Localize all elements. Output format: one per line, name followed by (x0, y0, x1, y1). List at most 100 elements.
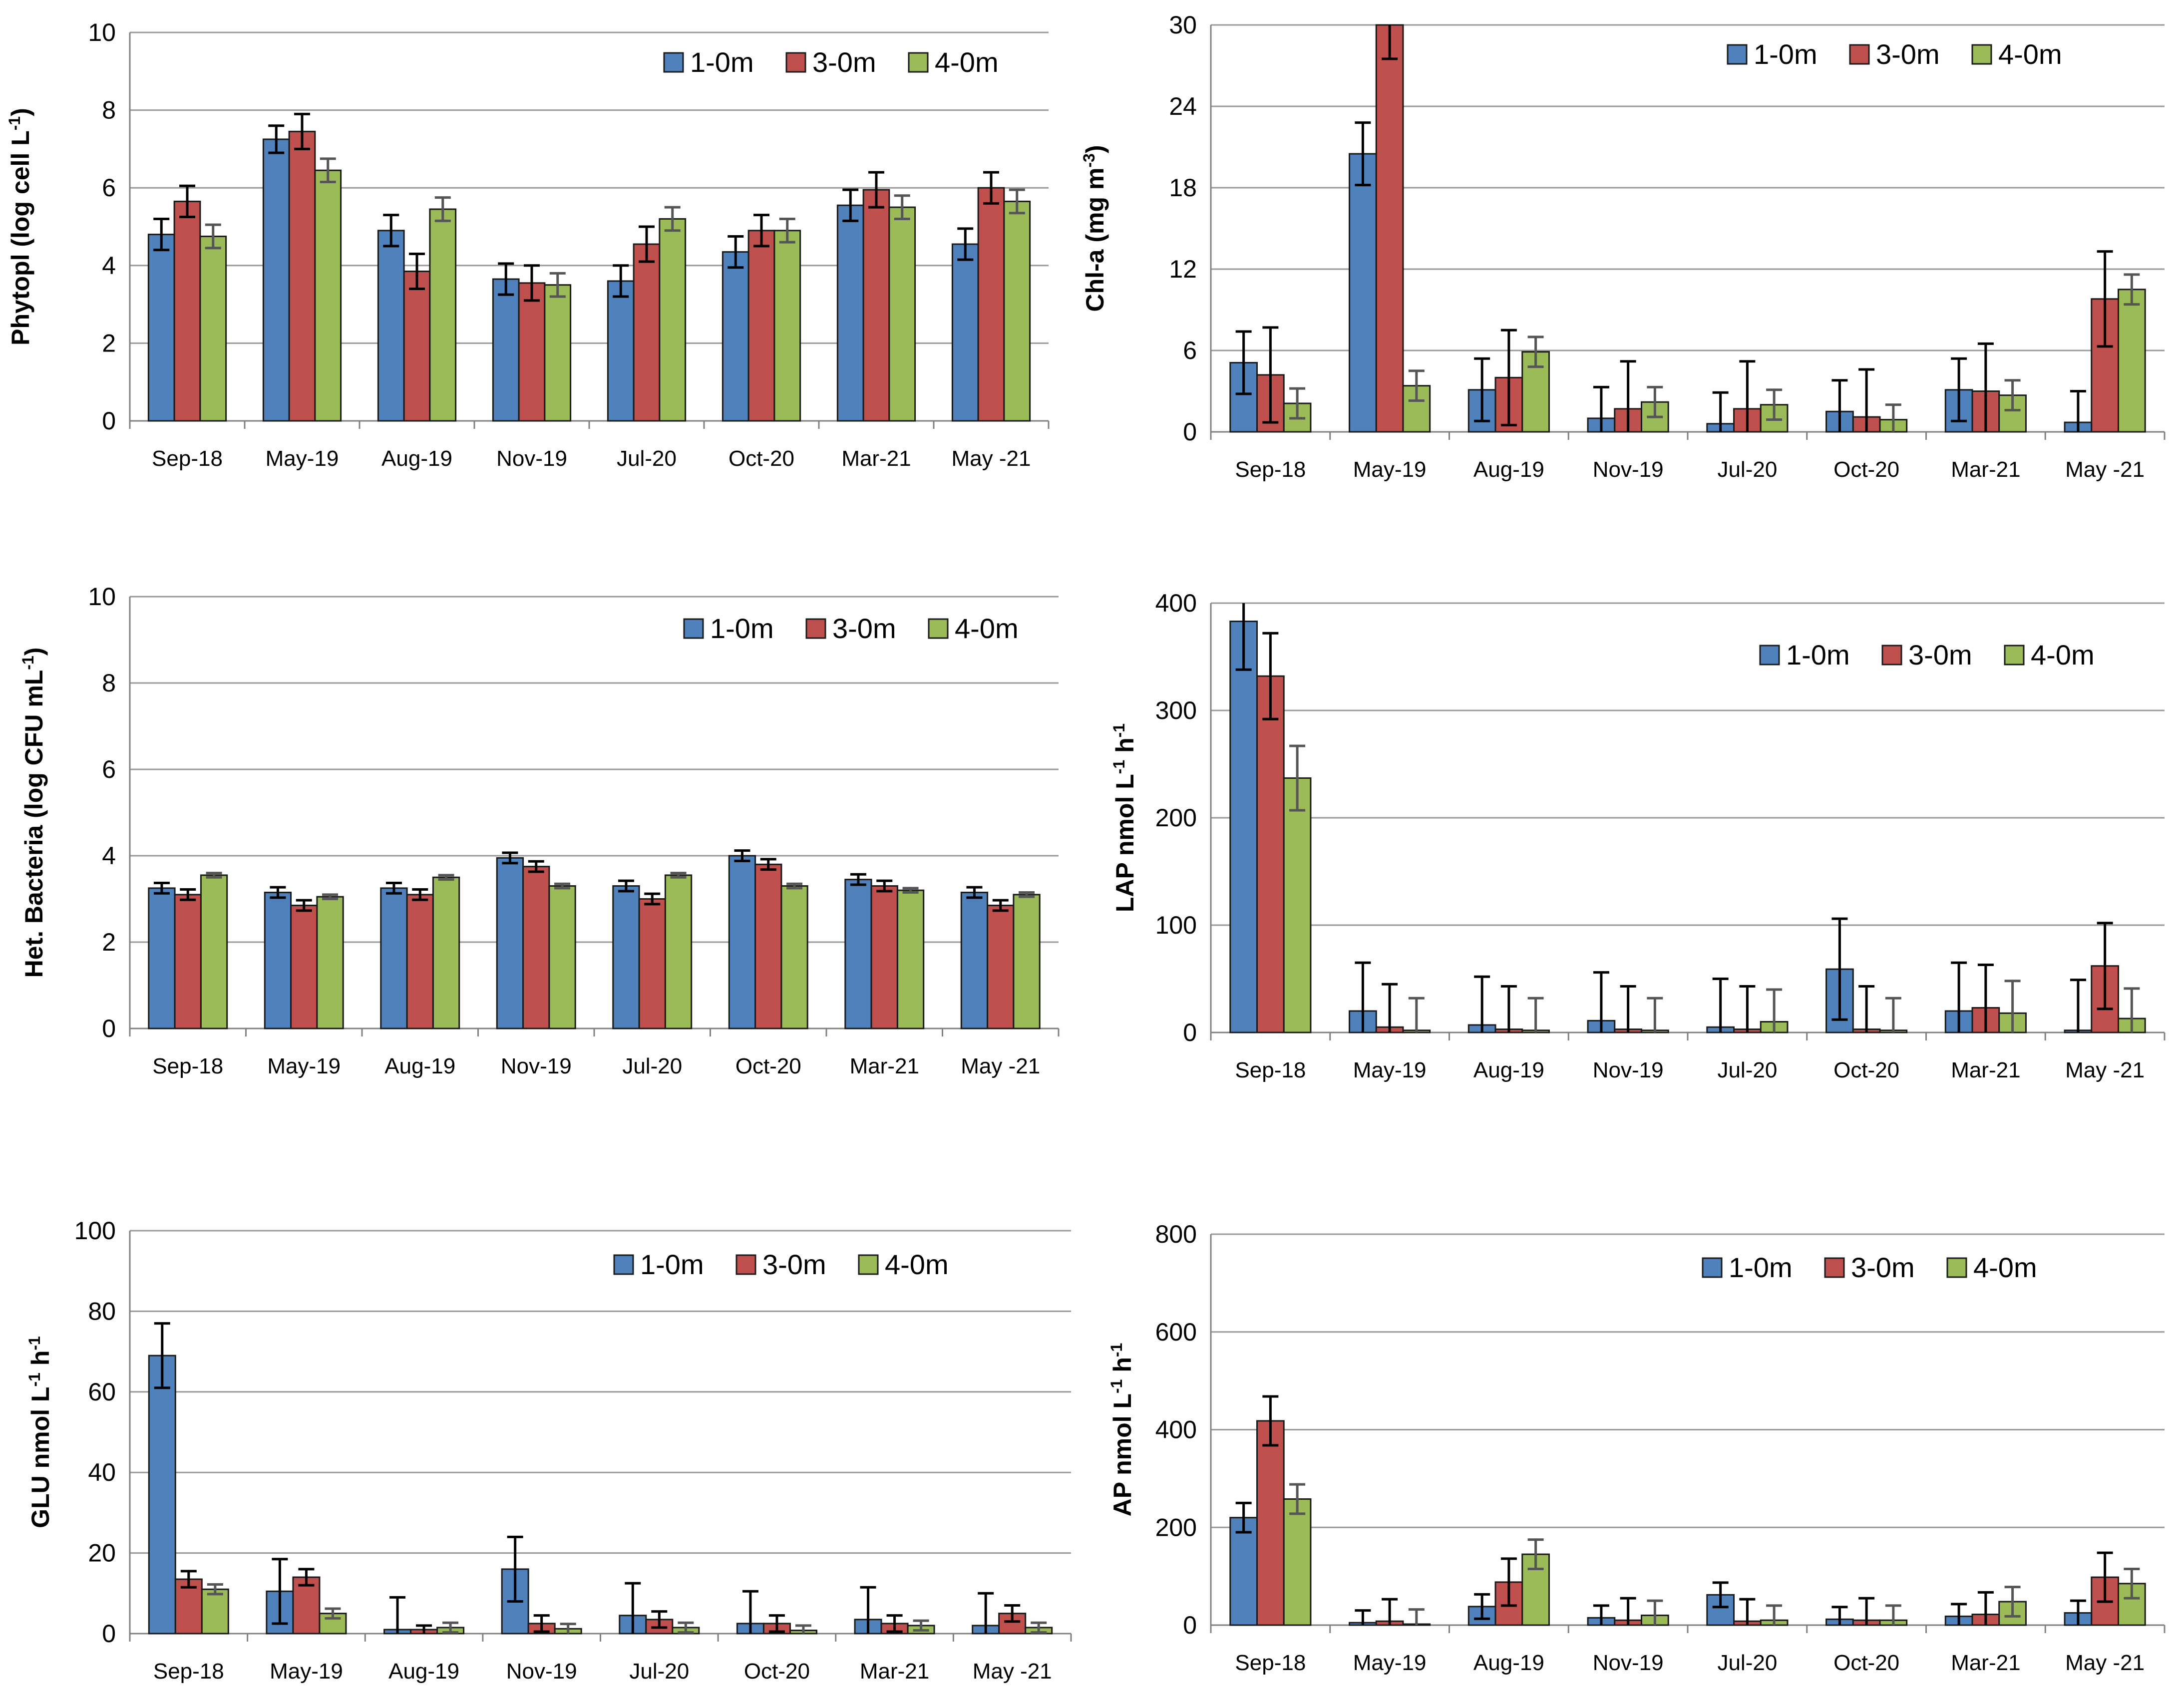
x-category-label: Oct-20 (744, 1659, 810, 1684)
bar-1-0m (1229, 621, 1258, 1033)
y-tick-label: 80 (88, 1297, 116, 1325)
x-category-label: Nov-19 (501, 1054, 572, 1078)
x-category-label: Sep-18 (152, 446, 223, 471)
bar-1-0m (844, 879, 872, 1029)
x-category-label: May -21 (2065, 457, 2145, 482)
y-tick-label: 0 (102, 1015, 116, 1042)
bar-4-0m (773, 230, 801, 422)
bar-4-0m (199, 235, 227, 422)
legend-swatch (613, 1254, 634, 1275)
bar-4-0m (1283, 777, 1312, 1033)
legend-label: 1-0m (690, 46, 754, 78)
y-tick-label: 2 (102, 928, 116, 956)
y-tick-label: 0 (1183, 1611, 1197, 1639)
x-category-label: Mar-21 (860, 1659, 929, 1684)
x-category-label: Oct-20 (735, 1054, 801, 1078)
x-category-label: Aug-19 (1473, 457, 1544, 482)
bar-4-0m (2117, 289, 2146, 433)
y-tick-label: 600 (1155, 1318, 1197, 1346)
y-tick-label: 400 (1155, 1416, 1197, 1444)
x-category-label: Jul-20 (629, 1659, 689, 1684)
legend-label: 4-0m (1973, 1252, 2037, 1283)
y-axis-label: Chl-a (mg m-3) (1080, 145, 1109, 312)
legend-label: 4-0m (1998, 38, 2062, 70)
bar-4-0m (659, 218, 687, 422)
bar-3-0m (288, 130, 316, 422)
x-category-label: Jul-20 (622, 1054, 682, 1078)
bar-1-0m (148, 1355, 176, 1635)
bar-1-0m (377, 230, 405, 422)
x-category-label: Mar-21 (1951, 1651, 2020, 1675)
x-category-label: Jul-20 (1717, 1651, 1777, 1675)
y-axis-label-part: GLU nmol L (26, 1387, 54, 1528)
y-tick-label: 6 (102, 174, 116, 202)
legend-swatch (858, 1254, 879, 1275)
y-tick-label: 4 (102, 252, 116, 280)
x-category-label: Aug-19 (381, 446, 452, 471)
y-tick-label: 0 (102, 1620, 116, 1648)
x-category-label: May-19 (266, 446, 339, 471)
y-axis-label-part: h (26, 1351, 54, 1372)
bar-3-0m (747, 230, 775, 422)
legend-label: 1-0m (640, 1249, 704, 1280)
y-tick-label: 10 (88, 583, 116, 611)
bar-4-0m (664, 874, 693, 1029)
y-tick-label: 100 (1155, 911, 1197, 939)
bar-1-0m (380, 887, 408, 1029)
y-axis-label-part: AP nmol L (1108, 1393, 1136, 1516)
y-tick-label: 6 (102, 755, 116, 783)
x-category-label: May -21 (2065, 1058, 2145, 1082)
legend-label: 3-0m (1876, 38, 1940, 70)
bar-3-0m (633, 243, 661, 422)
chart-panel-4: 0 100 200 300 400 Sep-18 May-19 Aug-19 Nov-19 Jul… (1110, 589, 2166, 1082)
legend-label: 3-0m (812, 46, 876, 78)
y-axis-label-part: -1 (25, 1372, 43, 1386)
legend-swatch (1727, 44, 1748, 65)
bar-3-0m (290, 904, 318, 1029)
bar-4-0m (1283, 1498, 1312, 1626)
x-category-label: May-19 (1353, 1651, 1427, 1675)
y-axis-label-part: -1 (1110, 723, 1128, 737)
bar-4-0m (544, 284, 572, 422)
y-tick-label: 18 (1169, 174, 1197, 202)
legend-swatch (1849, 44, 1870, 65)
legend-label: 1-0m (710, 613, 774, 644)
bar-4-0m (1013, 894, 1041, 1029)
x-category-label: Nov-19 (496, 446, 567, 471)
bar-1-0m (607, 280, 635, 422)
bar-4-0m (548, 885, 576, 1029)
bar-1-0m (1229, 1517, 1258, 1626)
x-category-label: May-19 (1353, 1058, 1427, 1082)
legend-swatch (1702, 1257, 1723, 1278)
bar-1-0m (951, 243, 979, 422)
x-category-label: May-19 (270, 1659, 343, 1684)
y-axis-label: AP nmol L-1 h-1 (1107, 1343, 1136, 1517)
chart-panel-6: 0 200 400 600 800 Sep-18 May-19 Aug-19 Nov-19 Jul… (1107, 1220, 2166, 1675)
legend-label: 4-0m (2031, 639, 2095, 671)
x-category-label: May-19 (1353, 457, 1427, 482)
bar-3-0m (987, 904, 1015, 1029)
bar-4-0m (888, 206, 916, 422)
bar-3-0m (173, 200, 201, 422)
y-axis-label-part: -1 (1110, 760, 1128, 774)
x-category-label: Sep-18 (1235, 1651, 1306, 1675)
y-axis-label: LAP nmol L-1 h-1 (1110, 723, 1139, 912)
x-category-label: Aug-19 (388, 1659, 459, 1684)
legend-label: 1-0m (1729, 1252, 1793, 1283)
y-axis-label-part: Phytopl (log cell L (6, 130, 34, 345)
y-tick-label: 0 (1183, 1019, 1197, 1046)
bar-3-0m (174, 894, 202, 1029)
y-tick-label: 2 (102, 329, 116, 357)
y-axis-label-part: ) (1081, 145, 1109, 153)
bar-4-0m (314, 169, 342, 422)
bar-3-0m (1256, 675, 1285, 1033)
bar-1-0m (1349, 153, 1377, 433)
legend-swatch (908, 52, 929, 73)
x-category-label: May -21 (973, 1659, 1052, 1684)
y-tick-label: 24 (1169, 92, 1197, 120)
y-tick-label: 200 (1155, 1513, 1197, 1541)
x-category-label: Nov-19 (1593, 1058, 1664, 1082)
x-category-label: Nov-19 (506, 1659, 577, 1684)
y-tick-label: 60 (88, 1378, 116, 1406)
bar-1-0m (492, 278, 520, 422)
